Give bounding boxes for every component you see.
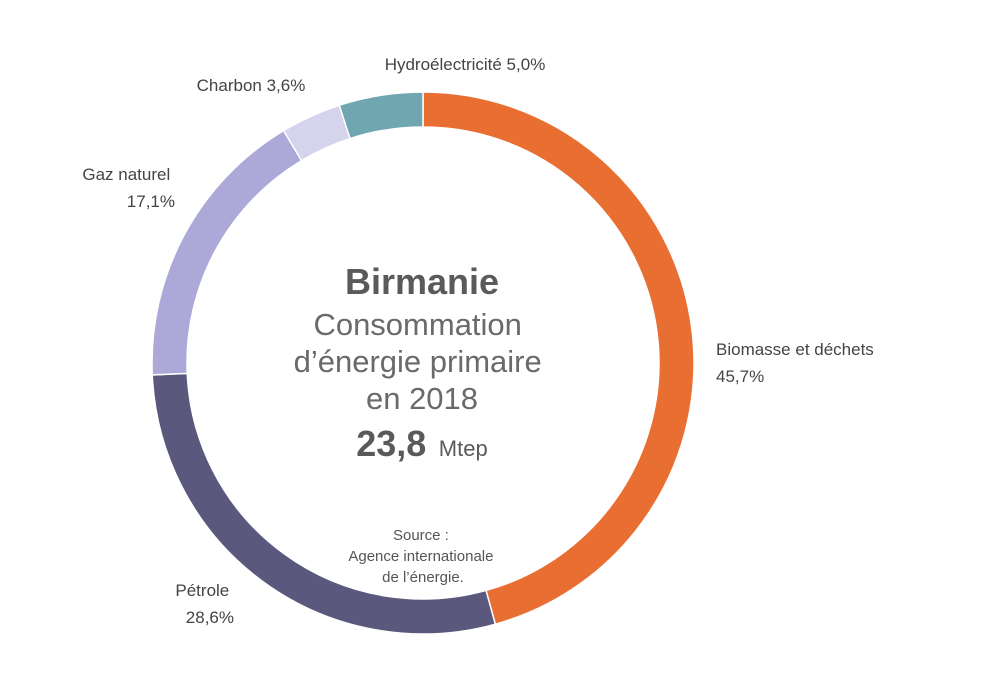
donut-slice-0 (422, 91, 695, 626)
slice-label-petrole: Pétrole 28,6% (175, 581, 234, 627)
slice-label-biomasse: Biomasse et déchets 45,7% (716, 340, 879, 386)
center-total-value: 23,8 (356, 423, 426, 464)
donut-slices (151, 91, 695, 635)
source-note: Source : Agence internationale de l’éner… (348, 527, 497, 586)
center-total-unit: Mtep (439, 436, 488, 461)
donut-slice-4 (338, 91, 424, 140)
slice-label-charbon: Charbon 3,6% (197, 76, 306, 95)
slice-label-gaz-naturel: Gaz naturel 17,1% (82, 165, 175, 211)
center-title: Birmanie (345, 261, 499, 302)
center-subtitle: Consommation d’énergie primaire en 2018 (294, 307, 551, 416)
slice-label-hydro: Hydroélectricité 5,0% (385, 55, 546, 74)
center-total: 23,8 Mtep (356, 423, 487, 464)
